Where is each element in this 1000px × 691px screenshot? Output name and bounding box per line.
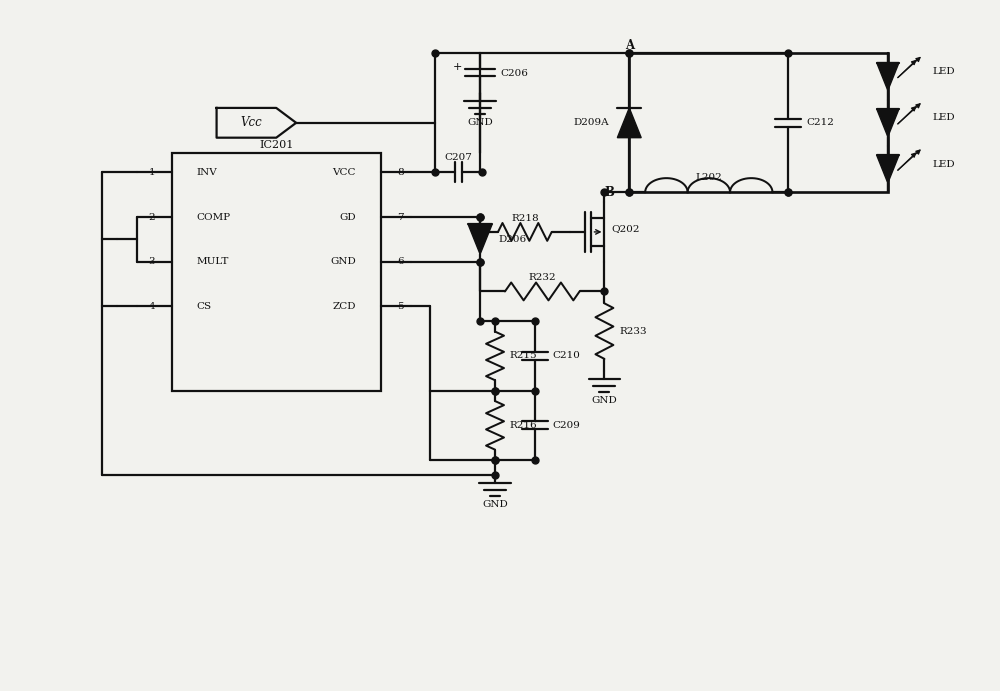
Text: 5: 5	[397, 302, 404, 311]
Text: Vcc: Vcc	[241, 116, 262, 129]
Text: LED: LED	[933, 67, 955, 76]
Polygon shape	[877, 155, 899, 183]
Text: INV: INV	[197, 168, 217, 177]
Text: COMP: COMP	[197, 213, 231, 222]
Text: 8: 8	[397, 168, 404, 177]
Text: B: B	[604, 186, 614, 199]
Text: D206: D206	[498, 235, 526, 244]
Polygon shape	[877, 109, 899, 137]
Text: LED: LED	[933, 113, 955, 122]
Text: VCC: VCC	[332, 168, 356, 177]
Text: 6: 6	[397, 257, 404, 266]
Text: C210: C210	[553, 352, 581, 361]
Text: 2: 2	[149, 213, 155, 222]
Text: 3: 3	[149, 257, 155, 266]
Text: R233: R233	[619, 327, 647, 336]
Text: 1: 1	[149, 168, 155, 177]
Text: L202: L202	[695, 173, 722, 182]
Polygon shape	[617, 108, 641, 138]
Bar	[172, 153, 381, 390]
Text: D209A: D209A	[574, 118, 609, 127]
Text: C206: C206	[500, 68, 528, 77]
Text: R232: R232	[528, 273, 556, 282]
Text: MULT: MULT	[197, 257, 229, 266]
Text: +: +	[453, 62, 462, 73]
Text: GND: GND	[330, 257, 356, 266]
Text: 7: 7	[397, 213, 404, 222]
Text: R216: R216	[510, 421, 538, 430]
Polygon shape	[877, 63, 899, 91]
Text: ZCD: ZCD	[332, 302, 356, 311]
Text: LED: LED	[933, 160, 955, 169]
Text: GND: GND	[482, 500, 508, 509]
Bar	[629, 53, 888, 192]
Text: GND: GND	[467, 118, 493, 127]
Text: GD: GD	[339, 213, 356, 222]
Text: A: A	[625, 39, 634, 52]
Text: Q202: Q202	[611, 225, 640, 234]
Text: R215: R215	[510, 352, 538, 361]
Text: GND: GND	[592, 396, 617, 405]
Polygon shape	[468, 225, 492, 254]
Text: C207: C207	[445, 153, 473, 162]
Text: R218: R218	[511, 214, 539, 223]
Text: C212: C212	[806, 118, 834, 127]
Text: 4: 4	[149, 302, 155, 311]
Text: C209: C209	[553, 421, 581, 430]
Text: IC201: IC201	[259, 140, 293, 150]
Text: CS: CS	[197, 302, 212, 311]
